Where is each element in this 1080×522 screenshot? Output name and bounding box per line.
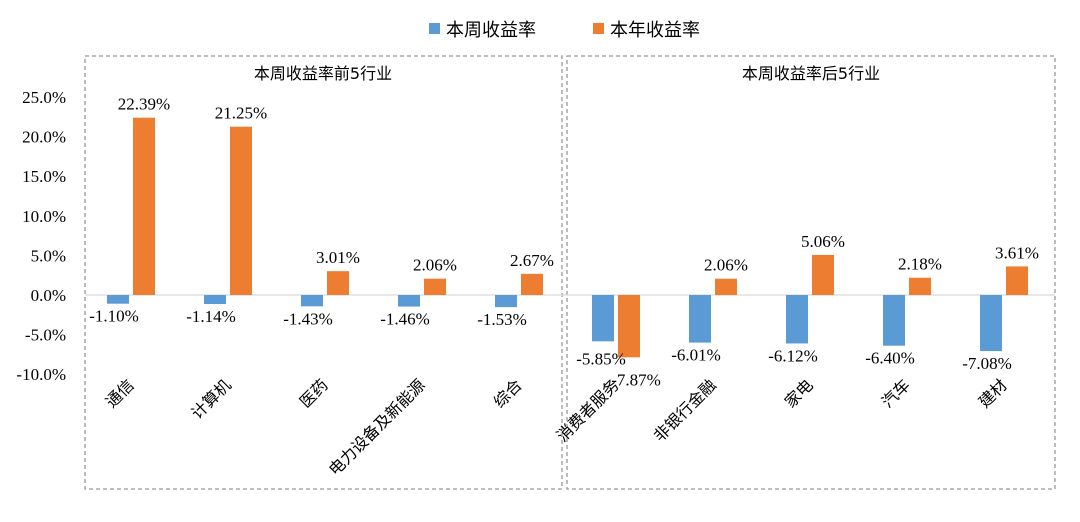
- data-label-yearly: 22.39%: [118, 95, 170, 114]
- data-label-weekly: -6.01%: [671, 346, 721, 365]
- bar-weekly: [592, 295, 614, 342]
- category-label: 计算机: [187, 375, 234, 422]
- bar-yearly: [1006, 266, 1028, 295]
- bar-yearly: [521, 273, 543, 295]
- category-label: 汽车: [878, 375, 914, 411]
- bar-yearly: [715, 278, 737, 295]
- data-label-yearly: 2.06%: [704, 256, 748, 275]
- data-label-yearly: 21.25%: [215, 104, 267, 123]
- data-label-weekly: -6.40%: [865, 349, 915, 368]
- y-tick-label: -5.0%: [25, 326, 66, 345]
- y-tick-label: 20.0%: [22, 128, 66, 147]
- legend-swatch-weekly: [429, 23, 440, 34]
- bar-yearly: [909, 277, 931, 295]
- y-axis: 25.0% 20.0% 15.0% 10.0% 5.0% 0.0% -5.0% -10.0%: [16, 88, 66, 384]
- data-label-yearly: 3.01%: [316, 248, 360, 267]
- bar-yearly: [812, 254, 834, 295]
- data-labels-layer: -1.10% 22.39% -1.14% 21.25% -1.43% 3.01% -1.46…: [89, 95, 1039, 390]
- data-label-yearly: -7.87%: [611, 370, 661, 389]
- panel-bottom5-box: [566, 55, 1056, 490]
- bar-weekly: [980, 295, 1002, 352]
- bar-yearly: [230, 126, 252, 295]
- data-label-yearly: 2.67%: [510, 251, 554, 270]
- y-tick-label: 25.0%: [22, 88, 66, 107]
- y-tick-label: -10.0%: [16, 365, 66, 384]
- bars-layer: [107, 117, 1028, 358]
- data-label-weekly: -7.08%: [962, 354, 1012, 373]
- category-label: 医药: [296, 375, 332, 411]
- data-label-weekly: -1.10%: [89, 307, 139, 326]
- data-label-weekly: -1.46%: [380, 310, 430, 329]
- data-label-yearly: 5.06%: [801, 232, 845, 251]
- bar-yearly: [327, 271, 349, 295]
- bar-weekly: [495, 295, 517, 308]
- bar-yearly: [424, 278, 446, 295]
- panel-top5-title: 本周收益率前5行业: [254, 64, 392, 83]
- data-label-weekly: -5.85%: [576, 349, 626, 368]
- legend-label-yearly: 本年收益率: [610, 20, 700, 41]
- bar-yearly: [133, 117, 155, 295]
- bar-weekly: [786, 295, 808, 344]
- category-label: 电力设备及新能源: [325, 375, 429, 479]
- bar-weekly: [107, 295, 129, 304]
- bar-yearly: [618, 295, 640, 358]
- data-label-yearly: 2.06%: [413, 256, 457, 275]
- panel-top5-box: [84, 55, 563, 490]
- bar-weekly: [301, 295, 323, 307]
- category-label: 综合: [490, 375, 526, 411]
- data-label-yearly: 3.61%: [995, 243, 1039, 262]
- bar-weekly: [204, 295, 226, 305]
- legend-swatch-yearly: [593, 23, 604, 34]
- data-label-weekly: -1.14%: [186, 307, 236, 326]
- category-label: 建材: [975, 375, 1011, 411]
- y-tick-label: 5.0%: [31, 246, 66, 265]
- legend: 本周收益率 本年收益率: [429, 20, 700, 41]
- y-tick-label: 10.0%: [22, 207, 66, 226]
- bar-weekly: [398, 295, 420, 307]
- bar-weekly: [689, 295, 711, 343]
- panel-bottom5-title: 本周收益率后5行业: [742, 64, 880, 83]
- data-label-weekly: -6.12%: [768, 346, 818, 365]
- legend-label-weekly: 本周收益率: [446, 20, 536, 41]
- data-label-weekly: -1.53%: [477, 310, 527, 329]
- bar-weekly: [883, 295, 905, 346]
- y-tick-label: 0.0%: [31, 286, 66, 305]
- category-label: 消费者服务: [553, 375, 623, 445]
- y-tick-label: 15.0%: [22, 167, 66, 186]
- data-label-weekly: -1.43%: [283, 309, 333, 328]
- category-label: 通信: [102, 375, 138, 411]
- category-label: 家电: [781, 375, 817, 411]
- data-label-yearly: 2.18%: [898, 255, 942, 274]
